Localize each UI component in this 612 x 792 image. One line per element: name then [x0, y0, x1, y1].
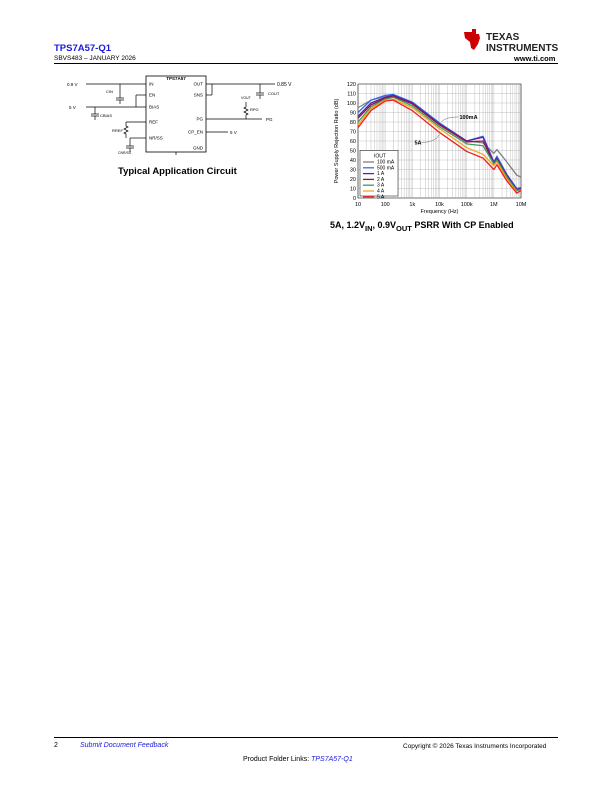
x-tick-label: 1k — [409, 202, 415, 208]
series-line-4A — [357, 98, 522, 193]
cp-en-label: 5 V — [230, 130, 237, 135]
y-tick-label: 20 — [350, 177, 356, 183]
y-tick-label: 80 — [350, 120, 356, 126]
caption-sub-in: IN — [365, 223, 373, 233]
legend-title: IOUT — [374, 154, 386, 160]
pin-label-right: SNS — [194, 93, 203, 98]
legend-entry: 4 A — [377, 189, 385, 195]
y-tick-label: 10 — [350, 187, 356, 193]
header-divider — [54, 63, 558, 64]
x-tick-label: 100 — [381, 202, 390, 208]
vout-pullup-label: VOUT — [241, 96, 252, 100]
cbias-label: CBIAS — [100, 113, 112, 118]
annotation-arrow — [441, 116, 459, 123]
bias-label: 5 V — [69, 105, 76, 110]
ic-name: TPS7A57 — [166, 76, 186, 81]
y-axis-label: Power Supply Rejection Ratio (dB) — [334, 98, 340, 183]
pin-label-left: REF — [149, 120, 158, 125]
product-folder-link[interactable]: TPS7A57-Q1 — [311, 756, 353, 763]
x-tick-label: 1M — [490, 202, 498, 208]
y-tick-label: 70 — [350, 130, 356, 136]
y-tick-label: 100 — [347, 101, 356, 107]
page-number: 2 — [54, 742, 58, 749]
folder-label: Product Folder Links: — [243, 756, 312, 763]
series-line-5A — [357, 99, 522, 194]
pin-label-right: PG — [196, 117, 203, 122]
pin-label-left: NR/SS — [149, 136, 163, 141]
x-axis-label: Frequency (Hz) — [421, 209, 459, 215]
y-tick-label: 120 — [347, 82, 356, 88]
x-tick-label: 10k — [435, 202, 444, 208]
x-tick-label: 10 — [355, 202, 361, 208]
legend-entry: 5 A — [377, 194, 385, 200]
y-tick-label: 50 — [350, 149, 356, 155]
rref-label: RREF — [112, 128, 123, 133]
pin-label-left: BIAS — [149, 105, 159, 110]
circuit-caption: Typical Application Circuit — [118, 166, 237, 177]
submit-feedback-link[interactable]: Submit Document Feedback — [80, 742, 169, 749]
legend-entry: 100 mA — [377, 160, 395, 166]
x-tick-label: 100k — [461, 202, 473, 208]
pin-label-right: GND — [193, 146, 204, 151]
series-line-1A — [357, 94, 522, 191]
footer-divider — [54, 737, 558, 738]
legend-entry: 1 A — [377, 171, 385, 177]
ti-logo: TEXAS INSTRUMENTS — [464, 29, 559, 54]
annotation-100mA: 100mA — [460, 115, 478, 121]
caption-part: , 0.9V — [372, 220, 397, 230]
chart-caption: 5A, 1.2VIN, 0.9VOUT PSRR With CP Enabled — [330, 220, 514, 233]
caption-sub-out: OUT — [396, 223, 412, 233]
pg-output-label: PG — [266, 117, 273, 122]
copyright: Copyright © 2026 Texas Instruments Incor… — [403, 743, 547, 750]
cout-label: COUT — [268, 91, 280, 96]
website-link[interactable]: www.ti.com — [514, 54, 556, 63]
pin-label-left: EN — [149, 93, 155, 98]
y-tick-label: 60 — [350, 139, 356, 145]
y-tick-label: 40 — [350, 158, 356, 164]
document-title[interactable]: TPS7A57-Q1 — [54, 43, 112, 54]
legend-entry: 500 mA — [377, 165, 395, 171]
product-folder-links: Product Folder Links: TPS7A57-Q1 — [243, 756, 353, 763]
caption-part: PSRR With CP Enabled — [411, 220, 514, 230]
pin-label-right: OUT — [194, 82, 204, 87]
document-id-date: SBVS483 – JANUARY 2026 — [54, 55, 136, 62]
legend-entry: 3 A — [377, 183, 385, 189]
series-line-3A — [357, 96, 522, 192]
x-tick-label: 10M — [516, 202, 527, 208]
brand-line2: INSTRUMENTS — [486, 43, 559, 54]
brand-line1: TEXAS — [486, 32, 520, 43]
caption-part: 5A, 1.2V — [330, 220, 366, 230]
cin-label: CIN — [106, 89, 113, 94]
annotation-arrow — [421, 134, 440, 143]
rpg-label: RPG — [250, 107, 259, 112]
y-tick-label: 30 — [350, 168, 356, 174]
annotation-5A: 5A — [415, 140, 422, 146]
pin-label-left: IN — [149, 82, 154, 87]
y-tick-label: 110 — [347, 92, 356, 98]
vout-label: 0.85 V — [277, 82, 292, 88]
y-tick-label: 0 — [353, 196, 356, 202]
y-tick-label: 90 — [350, 111, 356, 117]
cnrss-label: CNR/SS — [118, 151, 132, 155]
vin-label: 0.9 V — [67, 82, 78, 87]
application-circuit: TPS7A57 IN EN BIAS REF NR/SS OUT SNS PG CP_EN GND… — [67, 75, 292, 155]
pin-label-right: CP_EN — [188, 130, 203, 135]
legend-entry: 2 A — [377, 177, 385, 183]
